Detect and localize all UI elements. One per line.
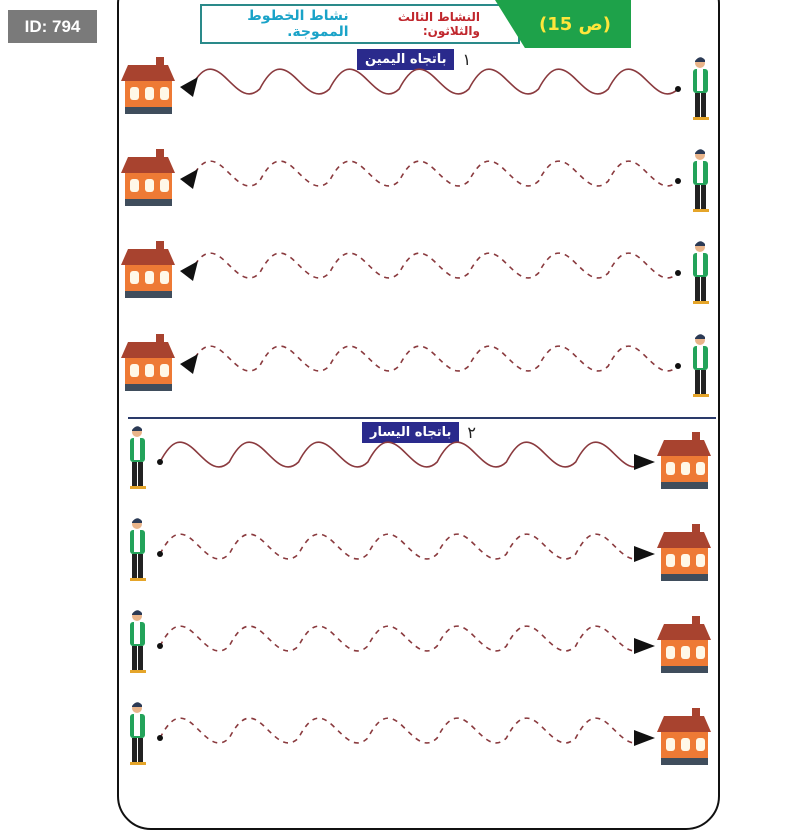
wave-line bbox=[159, 625, 646, 652]
wave-line bbox=[189, 345, 679, 372]
tracing-rows bbox=[121, 57, 711, 765]
arrow-head-icon bbox=[180, 354, 198, 374]
house-icon bbox=[657, 432, 711, 489]
wave-line bbox=[189, 252, 679, 279]
house-icon bbox=[121, 334, 175, 391]
boy-icon bbox=[130, 610, 146, 673]
start-dot bbox=[675, 363, 681, 369]
wave-line bbox=[189, 68, 679, 95]
boy-icon bbox=[693, 241, 709, 304]
arrow-head-icon bbox=[634, 638, 655, 654]
section-1-header: ١ باتجاه اليمين bbox=[357, 49, 471, 70]
arrow-head-icon bbox=[180, 77, 198, 97]
boy-icon bbox=[693, 149, 709, 212]
start-dot bbox=[157, 735, 163, 741]
start-dot bbox=[675, 86, 681, 92]
section-divider bbox=[128, 417, 716, 419]
arrow-head-icon bbox=[180, 261, 198, 281]
wave-line bbox=[159, 717, 646, 744]
id-badge: ID: 794 bbox=[8, 10, 97, 43]
start-dot bbox=[157, 643, 163, 649]
house-icon bbox=[121, 149, 175, 206]
activity-number: النشاط الثالث والثلاثون: bbox=[397, 10, 480, 38]
wave-line bbox=[159, 441, 646, 468]
house-icon bbox=[121, 57, 175, 114]
house-icon bbox=[121, 241, 175, 298]
section-number: ٢ bbox=[467, 423, 476, 442]
boy-icon bbox=[693, 334, 709, 397]
house-icon bbox=[657, 524, 711, 581]
boy-icon bbox=[693, 57, 709, 120]
start-dot bbox=[157, 459, 163, 465]
wave-line bbox=[159, 533, 646, 560]
section-number: ١ bbox=[462, 50, 472, 69]
boy-icon bbox=[130, 426, 146, 489]
activity-title-box: النشاط الثالث والثلاثون: نشاط الخطوط الم… bbox=[200, 4, 520, 44]
start-dot bbox=[675, 178, 681, 184]
house-icon bbox=[657, 616, 711, 673]
section-label: باتجاه اليسار bbox=[362, 422, 460, 443]
section-label: باتجاه اليمين bbox=[357, 49, 455, 70]
boy-icon bbox=[130, 518, 146, 581]
section-2-header: ٢ باتجاه اليسار bbox=[362, 422, 476, 443]
house-icon bbox=[657, 708, 711, 765]
arrow-head-icon bbox=[634, 546, 655, 562]
start-dot bbox=[157, 551, 163, 557]
boy-icon bbox=[130, 702, 146, 765]
arrow-head-icon bbox=[180, 169, 198, 189]
arrow-head-icon bbox=[634, 454, 655, 470]
page-label: (ص 15) bbox=[538, 13, 611, 35]
start-dot bbox=[675, 270, 681, 276]
activity-title: نشاط الخطوط المموجة. bbox=[247, 8, 349, 40]
arrow-head-icon bbox=[634, 730, 655, 746]
wave-line bbox=[189, 160, 679, 187]
